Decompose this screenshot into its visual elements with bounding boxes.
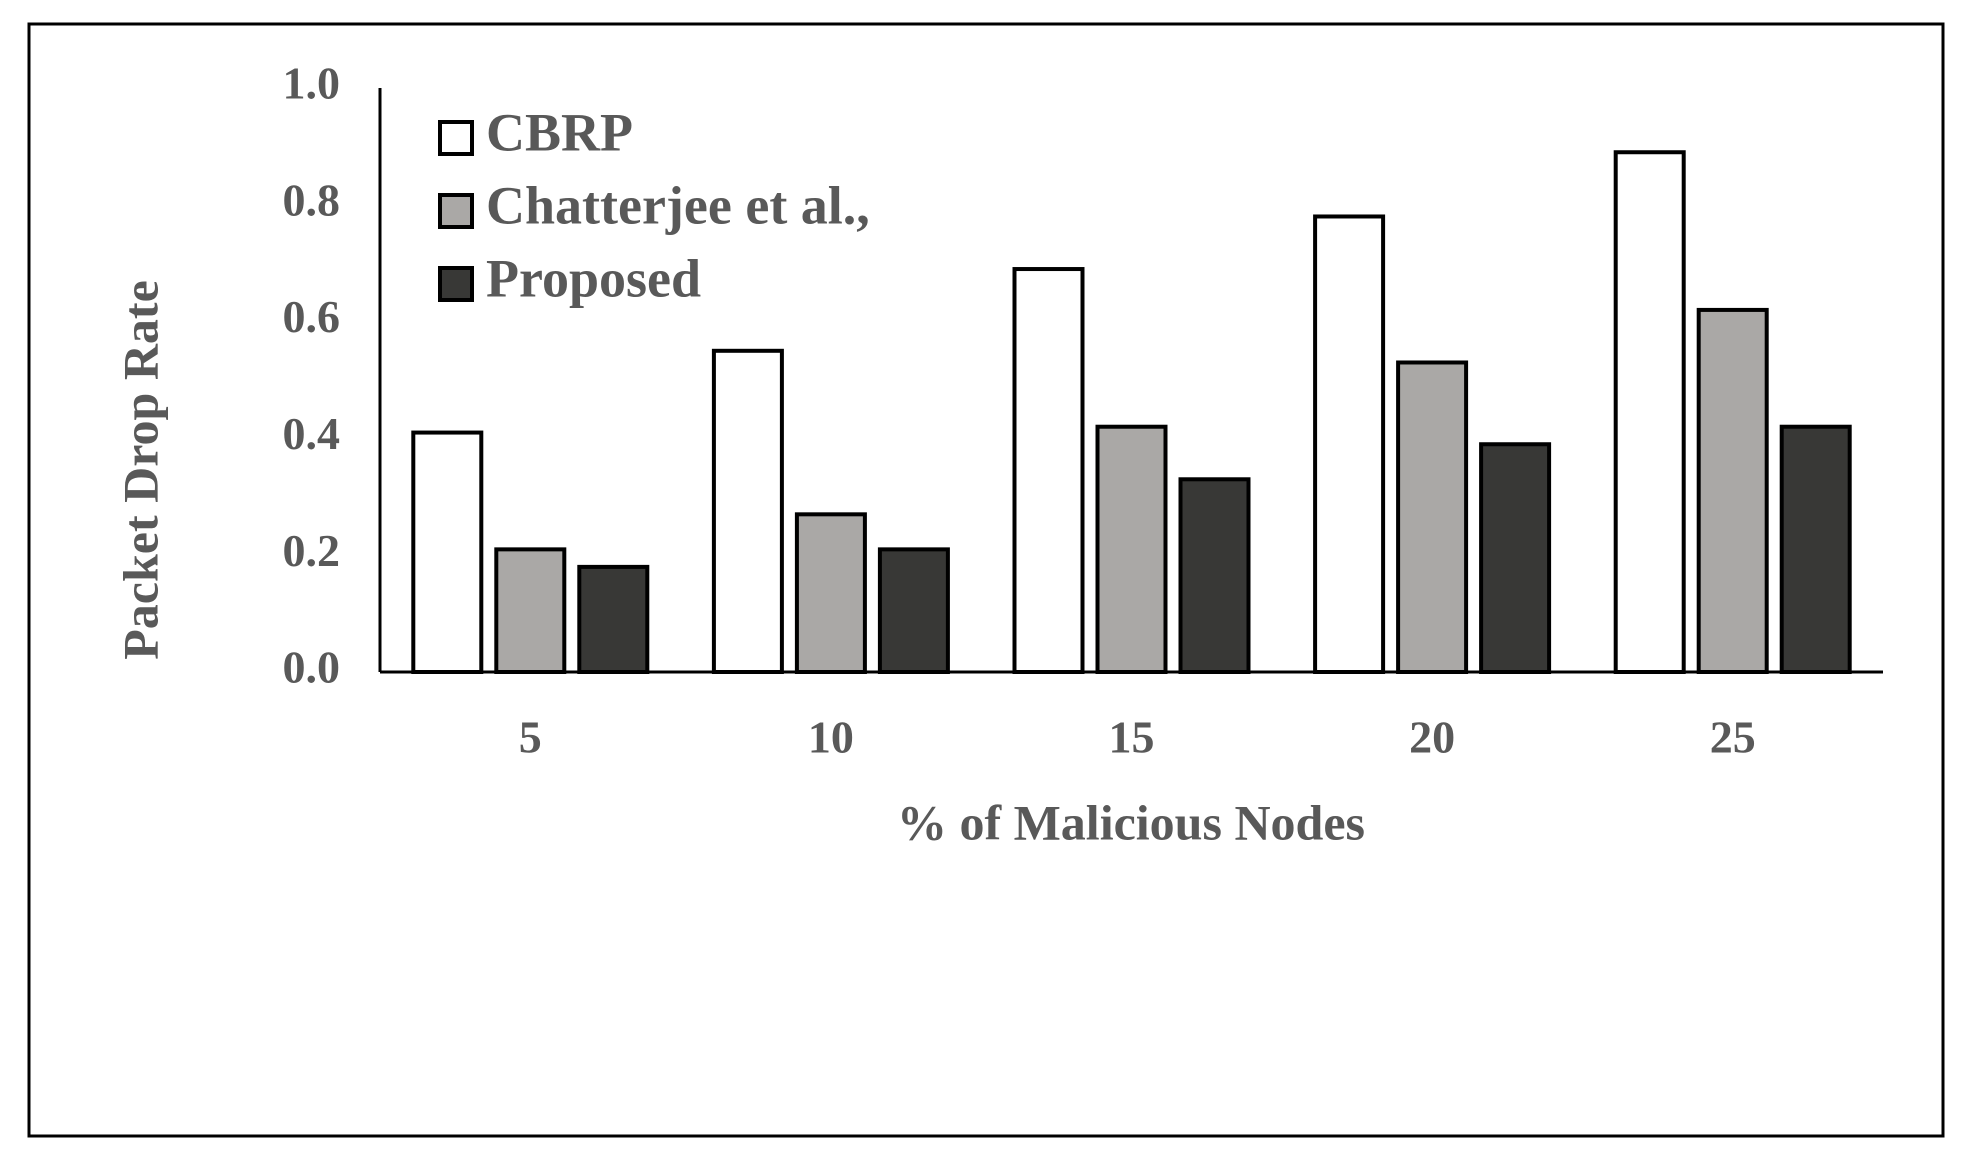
legend-swatch [438, 266, 474, 302]
bar [411, 430, 484, 674]
legend-swatch [438, 120, 474, 156]
bar [877, 547, 950, 674]
y-tick-label: 0.4 [283, 408, 341, 459]
bar [711, 348, 784, 674]
x-tick-label: 20 [1409, 712, 1455, 763]
legend-label: Chatterjee et al., [486, 175, 870, 235]
x-tick-label: 5 [519, 712, 542, 763]
bar [1012, 267, 1085, 674]
y-tick-label: 1.0 [283, 58, 341, 109]
y-tick-label: 0.0 [283, 642, 341, 693]
y-tick-label: 0.8 [283, 174, 341, 225]
y-tick-label: 0.2 [283, 525, 341, 576]
legend-swatch [438, 193, 474, 229]
bar [1095, 424, 1168, 674]
bar [1613, 150, 1686, 675]
bar [494, 547, 567, 674]
legend-label: CBRP [486, 102, 633, 162]
legend-label: Proposed [486, 248, 701, 308]
x-tick-label: 25 [1710, 712, 1756, 763]
bar [1779, 424, 1852, 674]
bar [1178, 477, 1251, 674]
bar [794, 512, 867, 674]
x-tick-label: 15 [1109, 712, 1155, 763]
bar [577, 564, 650, 675]
bar [1313, 214, 1386, 674]
bar [1696, 307, 1769, 674]
y-axis-title: Packet Drop Rate [112, 280, 168, 660]
bar [1396, 360, 1469, 674]
y-tick-label: 0.6 [283, 291, 341, 342]
bar [1479, 442, 1552, 674]
x-tick-label: 10 [808, 712, 854, 763]
x-axis-title: % of Malicious Nodes [897, 794, 1365, 850]
